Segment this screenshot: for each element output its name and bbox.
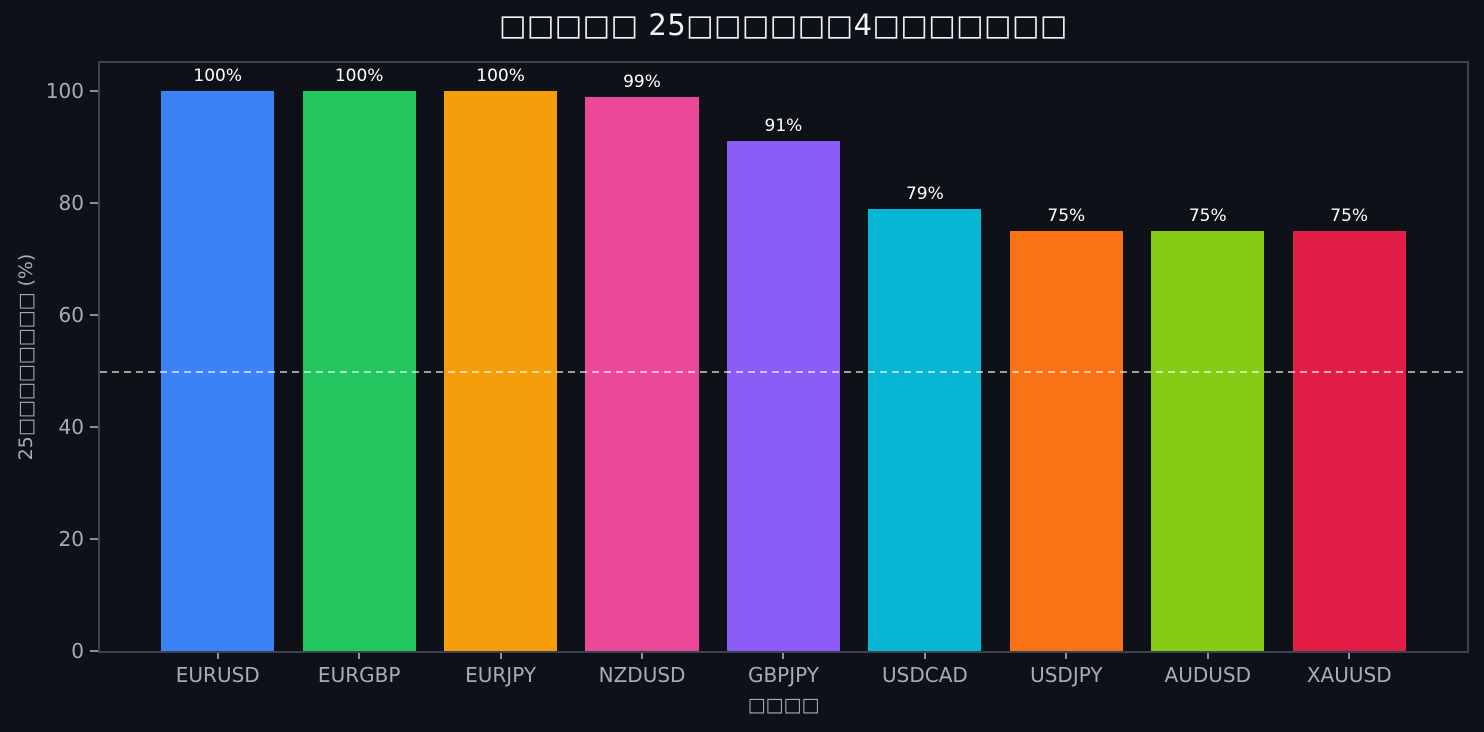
plot-area: 0 20 40 60 80 100 100% EURUSD 100% EURGBP 100% EUR… [46,61,1469,687]
y-tick-label-60: 60 [58,303,84,327]
x-tick-mark-usdcad [923,653,926,659]
bar-value-label-gbpjpy: 91% [764,116,803,137]
bar-audusd: 75% [1151,206,1265,651]
bar-value-label-eurgbp: 100% [334,66,384,86]
bar-gbpjpy: 91% [726,116,841,651]
y-tick-mark-80 [90,202,98,204]
x-tick-mark-eurjpy [499,653,502,659]
bar-slot-usdcad: 79% USDCAD [854,63,995,687]
y-tick-mark-40 [90,426,98,428]
y-tick-mark-60 [90,314,98,316]
x-tick-label-gbpjpy: GBPJPY [747,663,819,687]
x-tick-label-eurusd: EURUSD [175,663,260,687]
x-tick-label-usdjpy: USDJPY [1030,663,1103,687]
bar-value-label-eurjpy: 100% [476,66,525,86]
bar-xauusd: 75% [1292,206,1406,651]
x-tick-label-xauusd: XAUUSD [1306,663,1392,687]
y-axis-ticks: 0 20 40 60 80 100 [46,63,1467,663]
bar-value-label-usdjpy: 75% [1047,206,1086,226]
bar-slot-gbpjpy: 91% GBPJPY [713,63,854,687]
bar-slot-eurjpy: 100% EURJPY [430,63,571,687]
bars-container: 100% EURUSD 100% EURGBP 100% EURJPY 99% NZDUSD 9… [100,63,1467,687]
bar-slot-nzdusd: 99% NZDUSD [571,63,712,687]
y-tick-label-40: 40 [58,415,84,439]
y-tick-mark-0 [90,650,98,652]
chart-title: □□□□□ 25□□□□□□4□□□□□□□ [499,8,1068,42]
bar-eurjpy: 100% [444,66,558,651]
x-tick-mark-eurgbp [358,653,361,659]
bar-slot-audusd: 75% AUDUSD [1137,63,1278,687]
x-tick-mark-gbpjpy [782,653,785,659]
bar-slot-eurusd: 100% EURUSD [147,63,288,687]
bar-slot-usdjpy: 75% USDJPY [996,63,1137,687]
x-tick-mark-xauusd [1348,653,1351,659]
x-tick-label-eurjpy: EURJPY [465,663,537,687]
bar-usdjpy: 75% [1009,206,1123,651]
bar-slot-eurgbp: 100% EURGBP [288,63,429,687]
x-tick-mark-nzdusd [641,653,644,659]
x-tick-label-usdcad: USDCAD [882,663,968,687]
y-tick-mark-100 [90,90,98,92]
x-tick-label-nzdusd: NZDUSD [598,663,686,687]
bar-value-label-usdcad: 79% [905,183,944,204]
y-tick-label-100: 100 [45,79,84,103]
x-tick-mark-eurusd [216,653,219,659]
y-tick-label-0: 0 [71,639,84,663]
bar-eurgbp: 100% [302,66,416,651]
y-tick-mark-20 [90,538,98,540]
bar-value-label-xauusd: 75% [1330,206,1369,226]
x-tick-label-eurgbp: EURGBP [317,663,401,687]
x-tick-mark-usdjpy [1065,653,1068,659]
y-tick-label-20: 20 [58,527,84,551]
bar-value-label-eurusd: 100% [193,66,243,86]
bar-slot-xauusd: 75% XAUUSD [1279,63,1420,687]
x-tick-mark-audusd [1206,653,1209,659]
x-axis-label: □□□□ [747,694,820,716]
bar-usdcad: 79% [868,184,982,651]
x-tick-label-audusd: AUDUSD [1164,663,1252,687]
bar-value-label-nzdusd: 99% [623,71,661,92]
bar-nzdusd: 99% [585,72,699,651]
y-axis-label: 25□□□□□□□□ (%) [15,253,37,461]
y-tick-label-80: 80 [58,191,84,215]
bar-value-label-audusd: 75% [1188,206,1227,226]
bar-eurusd: 100% [161,66,275,651]
